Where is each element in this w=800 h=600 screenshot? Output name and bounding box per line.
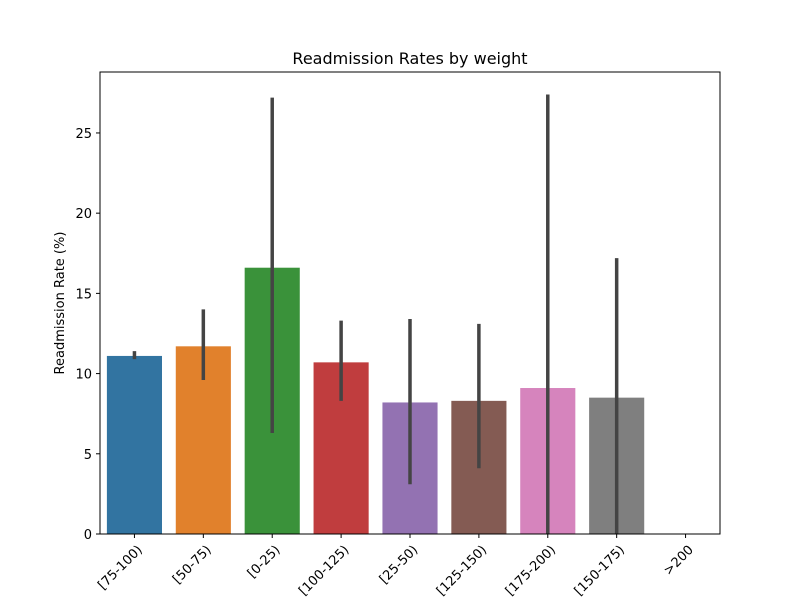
x-axis: [75-100) [50-75) [0-25) [100-125) [25-50) [12…	[95, 534, 697, 599]
x-tick-label-1: [50-75)	[170, 543, 214, 587]
y-tick-label-0: 0	[84, 528, 92, 543]
x-tick-label-8: >200	[661, 543, 697, 579]
y-axis-label: Readmission Rate (%)	[53, 232, 68, 375]
y-tick-label-5: 25	[75, 127, 92, 142]
error-bars-group	[132, 94, 619, 534]
x-tick-label-3: [100-125)	[296, 543, 352, 599]
y-tick-label-2: 10	[75, 368, 92, 383]
y-tick-label-4: 20	[75, 207, 92, 222]
x-tick-label-4: [25-50)	[377, 543, 421, 587]
chart-title: Readmission Rates by weight	[292, 49, 527, 68]
x-tick-label-7: [150-175)	[572, 543, 628, 599]
bar-0	[106, 355, 162, 534]
y-axis: 0 5 10 15 20 25	[75, 127, 100, 543]
x-tick-label-0: [75-100)	[95, 543, 145, 593]
plot-frame	[99, 71, 721, 535]
y-tick-label-3: 15	[75, 287, 92, 302]
x-tick-label-6: [175-200)	[503, 543, 559, 599]
x-tick-label-5: [125-150)	[434, 543, 490, 599]
y-tick-label-1: 5	[84, 448, 92, 463]
bars-group	[106, 267, 645, 534]
x-tick-label-2: [0-25)	[245, 543, 284, 582]
